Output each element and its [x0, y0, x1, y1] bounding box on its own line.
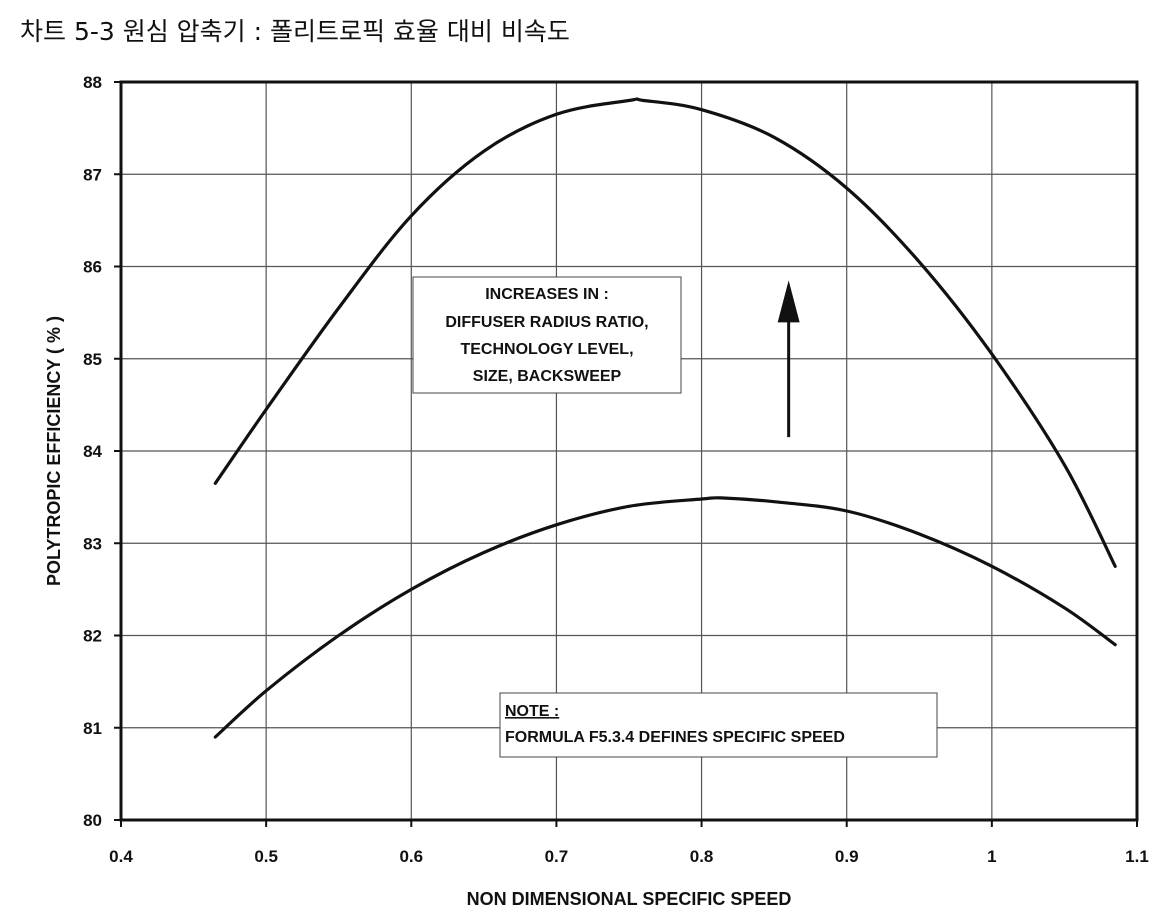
x-tick-label: 0.7 [545, 847, 569, 866]
x-tick-label: 1.1 [1125, 847, 1149, 866]
note-annotation: NOTE : FORMULA F5.3.4 DEFINES SPECIFIC S… [499, 692, 938, 758]
increase-arrow [777, 280, 800, 438]
x-axis-title: NON DIMENSIONAL SPECIFIC SPEED [467, 889, 792, 909]
increases-line-1: INCREASES IN : [485, 286, 609, 303]
increases-annotation: INCREASES IN : DIFFUSER RADIUS RATIO, TE… [412, 276, 682, 394]
y-tick-label: 87 [83, 165, 102, 184]
note-heading: NOTE : [505, 703, 559, 720]
x-tick-label: 0.8 [690, 847, 714, 866]
x-tick-label: 0.4 [109, 847, 133, 866]
increases-line-2: DIFFUSER RADIUS RATIO, [445, 314, 648, 331]
upper-efficiency-curve [213, 97, 1117, 568]
note-box [499, 692, 938, 758]
lower-efficiency-curve [213, 496, 1117, 739]
chart-title: 차트 5-3 원심 압축기 : 폴리트로픽 효율 대비 비속도 [20, 17, 570, 46]
y-tick-label: 82 [83, 627, 102, 646]
y-tick-label: 86 [83, 258, 102, 277]
increases-line-4: SIZE, BACKSWEEP [473, 368, 622, 385]
y-tick-label: 84 [83, 442, 102, 461]
x-tick-label: 0.5 [254, 847, 278, 866]
y-tick-label: 80 [83, 811, 102, 830]
x-tick-label: 1 [987, 847, 996, 866]
y-tick-label: 88 [83, 73, 102, 92]
y-axis-title: POLYTROPIC EFFICIENCY ( % ) [44, 316, 64, 586]
y-tick-label: 85 [83, 350, 102, 369]
note-body: FORMULA F5.3.4 DEFINES SPECIFIC SPEED [505, 729, 845, 746]
increases-line-3: TECHNOLOGY LEVEL, [460, 341, 633, 358]
series [213, 97, 1117, 739]
x-tick-label: 0.9 [835, 847, 859, 866]
arrow-head [777, 280, 800, 323]
x-tick-label: 0.6 [399, 847, 423, 866]
increases-box [412, 276, 682, 394]
y-tick-label: 81 [83, 719, 102, 738]
ticks: 0.4 0.5 0.6 0.7 0.8 0.9 1 1.1 80 81 82 83 84 85 86 87 88 [83, 73, 1149, 866]
y-tick-label: 83 [83, 534, 102, 553]
